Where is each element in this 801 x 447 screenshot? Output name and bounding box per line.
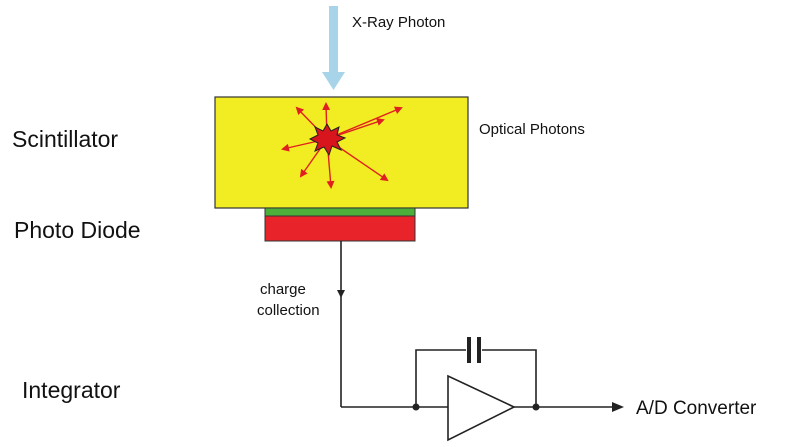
- photodiode-green-layer: [264, 207, 416, 217]
- capacitor-icon: [415, 337, 537, 407]
- starburst-icon: [308, 122, 347, 157]
- charge-label-line1: charge: [260, 281, 306, 298]
- feedback-wire-left: [415, 349, 466, 407]
- output-arrow-icon: [612, 402, 624, 412]
- scintillator-label: Scintillator: [12, 126, 118, 152]
- photodiode-body: [264, 215, 416, 242]
- photo-diode-label: Photo Diode: [14, 217, 141, 243]
- optical-arrow: [326, 106, 403, 140]
- op-amp-triangle-icon: [447, 374, 516, 442]
- optical-photons-label: Optical Photons: [479, 121, 585, 138]
- feedback-wire-right: [482, 349, 537, 407]
- integrator-label: Integrator: [22, 377, 121, 403]
- xray-arrow: [322, 6, 345, 90]
- charge-label-line2: collection: [257, 302, 320, 319]
- scintillator-block: [214, 96, 469, 209]
- xray-photon-label: X-Ray Photon: [352, 14, 445, 31]
- ad-converter-label: A/D Converter: [636, 398, 757, 419]
- charge-flow-arrow-icon: [337, 290, 345, 298]
